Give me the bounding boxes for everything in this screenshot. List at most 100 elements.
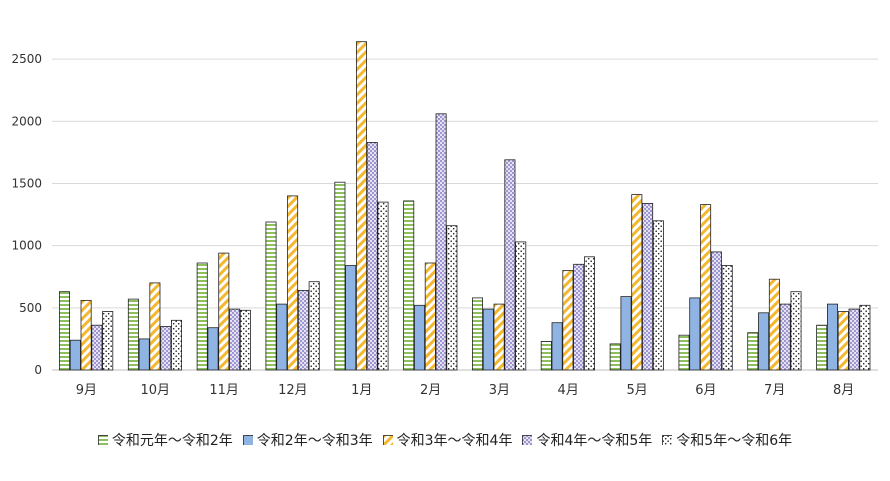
bar [91,324,103,371]
bar [80,299,92,371]
x-tick-label: 10月 [141,383,171,398]
chart-legend: 令和元年～令和2年 令和2年～令和3年 令和3年～令和4年 令和4年～令和5年 令和5年… [0,430,890,450]
bar [747,332,759,371]
bar [642,202,654,371]
x-tick-label: 12月 [278,383,308,398]
bar [827,303,839,371]
bar [609,343,621,371]
bar [689,297,701,371]
bar [265,221,277,371]
bar [287,195,299,371]
bar [196,262,208,371]
legend-swatch [242,435,253,445]
bar [620,296,632,371]
legend-label: 令和3年～令和4年 [396,433,513,449]
bar [652,220,664,371]
x-tick-label: 4月 [558,383,579,398]
y-tick-label: 500 [19,301,42,315]
bar [515,241,527,371]
bar [779,303,791,371]
bar [790,291,802,371]
legend-swatch-fill [382,435,393,445]
x-tick-label: 5月 [626,383,647,398]
bar [562,270,574,371]
legend-label: 令和元年～令和2年 [111,433,233,449]
bar [631,194,643,371]
legend-label: 令和4年～令和5年 [536,433,653,449]
bar [859,304,871,371]
bar [149,282,161,371]
bar [816,324,828,371]
bar [69,339,81,371]
bar [403,200,415,371]
legend-item: 令和3年～令和4年 [382,430,513,450]
bar [551,322,563,371]
bar [334,181,346,371]
bar [573,263,585,371]
legend-swatch-fill [97,435,108,445]
bar [207,327,219,371]
bar [471,297,483,371]
y-tick-label: 2500 [11,52,42,66]
bar [721,265,733,371]
legend-swatch [522,435,533,445]
bar [345,265,357,371]
x-tick-label: 7月 [764,383,785,398]
bar [446,225,458,371]
legend-swatch-fill [242,435,253,445]
x-tick-label: 2月 [420,383,441,398]
legend-swatch-fill [522,435,533,445]
bar [413,304,425,371]
bar [504,159,516,371]
bar [710,251,722,371]
bar [424,262,436,371]
bar [482,308,494,371]
y-tick-label: 2000 [11,114,42,128]
x-tick-label: 3月 [489,383,510,398]
bar [276,303,288,371]
bar [218,252,230,371]
legend-item: 令和5年～令和6年 [662,430,792,450]
bar [758,312,770,371]
bar [837,311,849,371]
bar [493,303,505,371]
legend-label: 令和5年～令和6年 [676,433,793,449]
legend-label: 令和2年～令和3年 [256,433,373,449]
bar [584,256,596,371]
x-tick-label: 6月 [695,383,716,398]
bar [239,309,251,371]
legend-item: 令和2年～令和3年 [242,430,373,450]
legend-swatch [382,435,393,445]
bar [138,338,150,371]
x-tick-label: 1月 [351,383,372,398]
legend-item: 令和元年～令和2年 [97,430,233,450]
bar [170,319,182,371]
bar [102,311,114,371]
legend-swatch-fill [662,435,673,445]
bar [59,291,71,371]
bar [768,278,780,371]
bar [435,113,447,371]
y-tick-label: 1500 [11,176,42,190]
legend-item: 令和4年～令和5年 [522,430,652,450]
x-tick-label: 8月 [833,383,854,398]
bar [377,201,389,371]
bar [308,281,320,371]
bar [848,308,860,371]
bar [229,308,241,371]
bar [127,298,139,371]
bar [355,41,367,371]
bar [366,141,378,371]
bar [540,340,552,371]
y-tick-label: 0 [34,363,42,377]
x-tick-label: 11月 [209,383,239,398]
bar [160,326,172,371]
legend-swatch [97,435,108,445]
x-tick-label: 9月 [76,383,97,398]
y-tick-label: 1000 [11,239,42,253]
chart-plot: 0 500 1000 1500 2000 2500 9月 10月 11月 12月 1月 2月 3月 4月 5… [11,41,878,398]
bar [678,334,690,371]
bar [700,204,712,371]
bar [297,289,309,371]
